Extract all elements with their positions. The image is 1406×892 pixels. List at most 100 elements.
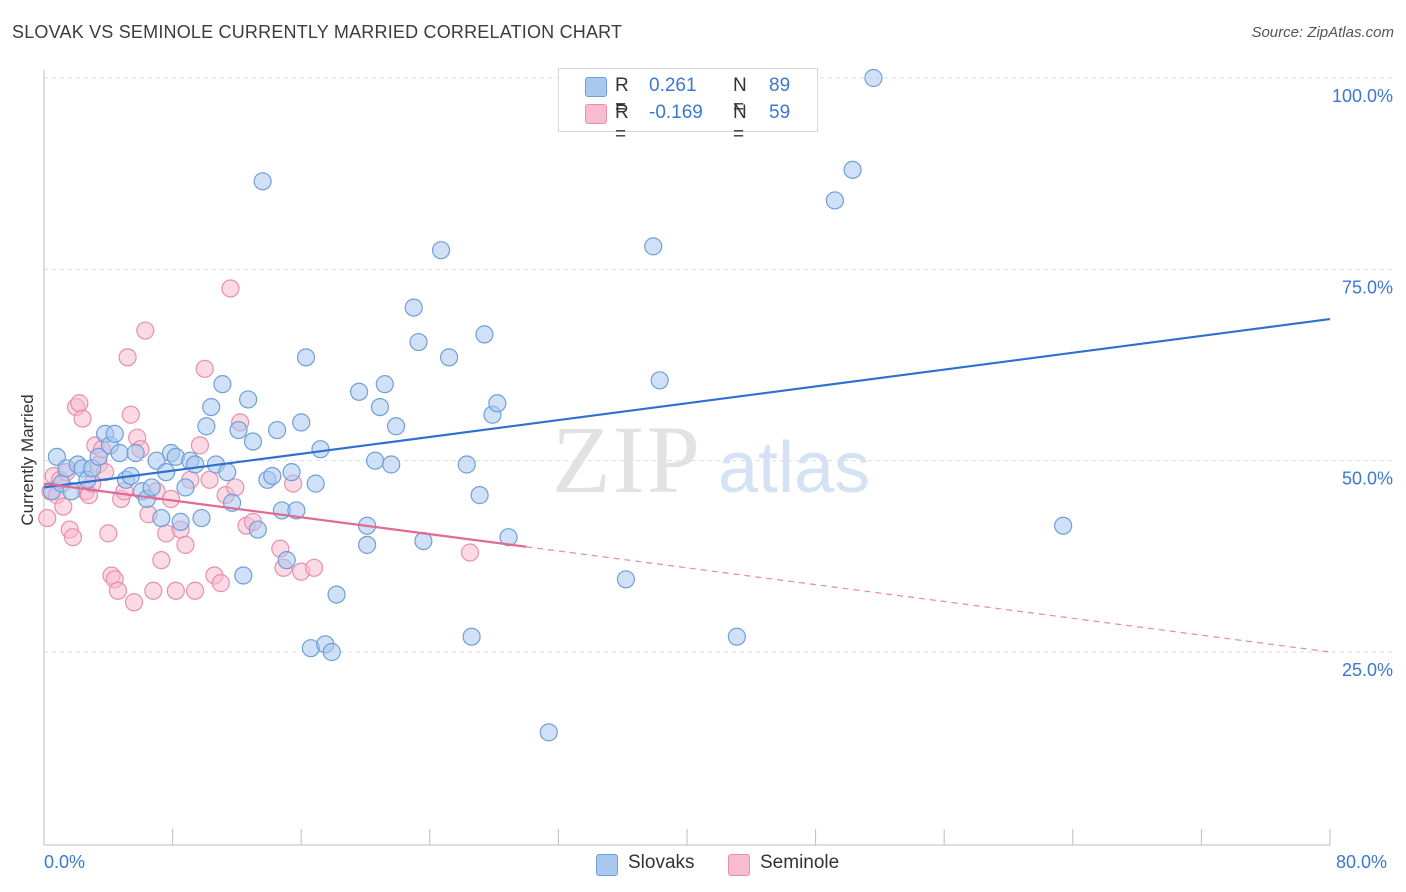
seminole-point <box>460 543 480 562</box>
seminole-point <box>144 581 163 600</box>
legend-r-label: R = <box>615 102 629 145</box>
slovaks-point <box>322 642 341 662</box>
trend-line-dashed-1 <box>526 546 1331 653</box>
source-label: Source: ZipAtlas.com <box>1251 24 1394 41</box>
x-axis-min-label: 0.0% <box>44 852 86 872</box>
trend-lines <box>43 317 1331 653</box>
legend-swatch-seminole <box>585 104 607 124</box>
slovaks-point <box>366 451 385 470</box>
slovaks-point <box>213 375 232 394</box>
slovaks-point <box>650 371 669 390</box>
slovaks-point <box>439 348 459 367</box>
slovaks-point <box>152 508 171 528</box>
seminole-point <box>176 535 195 554</box>
slovaks-point <box>462 627 481 646</box>
slovaks-point <box>727 627 746 646</box>
seminole-point <box>195 359 214 378</box>
y-tick-label: 75.0% <box>1342 277 1393 297</box>
slovaks-points <box>42 68 1073 742</box>
correlation-legend: R = 0.261 N = 89 R = -0.169 N = 59 <box>558 68 818 145</box>
seminole-point <box>108 581 128 600</box>
slovaks-point <box>239 390 258 409</box>
slovaks-point <box>843 160 862 179</box>
slovaks-point <box>386 417 406 436</box>
legend-label-seminole: Seminole <box>760 852 840 873</box>
seminole-point <box>121 405 140 424</box>
slovaks-point <box>282 463 301 482</box>
seminole-point <box>200 470 219 489</box>
legend-n-label: N = <box>733 75 747 118</box>
slovaks-point <box>197 417 216 436</box>
trend-line-0 <box>43 317 1331 489</box>
slovaks-point <box>126 443 145 463</box>
slovaks-point <box>327 585 346 604</box>
slovaks-point <box>89 447 108 466</box>
slovaks-point <box>825 191 844 210</box>
slovaks-point <box>475 325 494 344</box>
legend-swatch-seminole <box>728 854 750 876</box>
slovaks-point <box>370 397 390 417</box>
slovaks-point <box>644 237 663 256</box>
slovaks-point <box>358 535 377 554</box>
slovaks-point <box>105 424 124 443</box>
slovaks-point <box>864 68 883 88</box>
axes <box>43 70 1331 846</box>
seminole-point <box>152 551 171 570</box>
slovaks-point <box>248 520 267 539</box>
slovaks-point <box>539 723 558 742</box>
seminole-point <box>99 524 118 543</box>
slovaks-point <box>253 172 272 191</box>
seminole-point <box>73 409 92 428</box>
grid-lines <box>44 77 1394 653</box>
slovaks-point <box>296 348 316 367</box>
slovaks-point <box>311 440 330 459</box>
slovaks-point <box>431 241 451 260</box>
slovaks-point <box>287 501 306 520</box>
seminole-point <box>211 574 230 593</box>
y-tick-label: 100.0% <box>1332 86 1393 106</box>
seminole-point <box>124 593 144 612</box>
seminole-point <box>304 558 324 577</box>
seminole-point <box>166 581 185 600</box>
slovaks-point <box>349 382 369 401</box>
watermark-zip: ZIP <box>552 406 702 513</box>
legend-r-value: -0.169 <box>649 102 703 123</box>
seminole-point <box>136 321 155 340</box>
y-tick-label: 50.0% <box>1342 469 1393 489</box>
seminole-point <box>118 348 137 367</box>
legend-label-slovaks: Slovaks <box>628 852 695 873</box>
slovaks-point <box>404 298 423 317</box>
slovaks-point <box>176 478 195 497</box>
legend-n-value: 59 <box>769 102 791 123</box>
seminole-point <box>38 508 57 528</box>
watermark: ZIP atlas <box>552 406 870 513</box>
slovaks-point <box>1054 516 1073 535</box>
slovaks-point <box>234 566 253 585</box>
slovaks-point <box>409 332 428 352</box>
slovaks-point <box>243 432 263 451</box>
slovaks-point <box>375 375 394 394</box>
slovaks-point <box>306 474 325 493</box>
y-tick-labels: 25.0% 50.0% 75.0% 100.0% <box>1332 86 1393 680</box>
slovaks-point <box>202 397 221 417</box>
slovaks-point <box>229 420 248 440</box>
legend-r-value: 0.261 <box>649 75 697 96</box>
slovaks-point <box>267 420 287 440</box>
seminole-point <box>63 528 83 547</box>
legend-r-label: R = <box>615 75 629 118</box>
slovaks-point <box>277 551 296 570</box>
slovaks-point <box>457 455 476 474</box>
slovaks-point <box>192 508 211 528</box>
slovaks-point <box>292 413 311 432</box>
slovaks-point <box>218 463 237 482</box>
slovaks-point <box>142 478 161 497</box>
chart-title: SLOVAK VS SEMINOLE CURRENTLY MARRIED COR… <box>12 22 623 42</box>
slovaks-point <box>488 394 507 413</box>
legend-swatch-slovaks <box>585 77 607 97</box>
legend-n-label: N = <box>733 102 747 145</box>
slovaks-point <box>382 455 401 474</box>
x-axis-max-label: 80.0% <box>1336 852 1388 872</box>
seminole-point <box>226 478 245 497</box>
seminole-point <box>190 436 210 455</box>
